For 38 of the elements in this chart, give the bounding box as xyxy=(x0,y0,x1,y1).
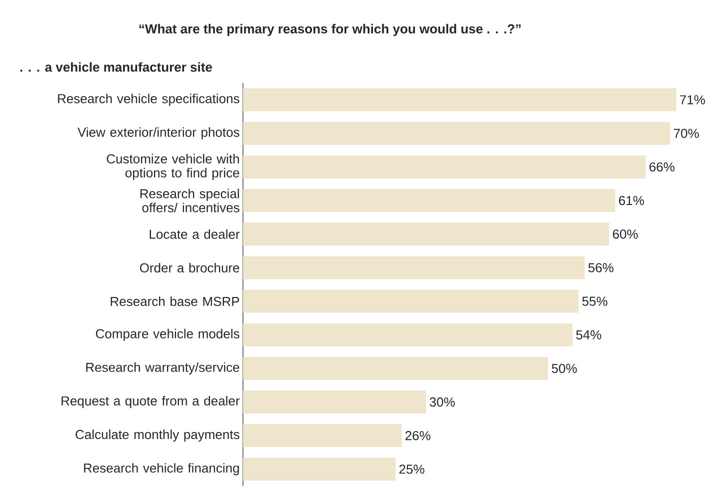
data-label: 71% xyxy=(680,95,705,104)
y-tick-label: Research vehicle specifications xyxy=(58,94,240,106)
data-label: 61% xyxy=(619,196,644,206)
bar xyxy=(243,458,396,481)
data-label: 25% xyxy=(399,464,424,474)
y-tick-label: Research warranty/service xyxy=(86,362,240,375)
bar xyxy=(243,189,616,212)
bar xyxy=(243,155,646,178)
y-tick-label: Research base MSRP xyxy=(110,296,240,306)
data-label: 70% xyxy=(674,128,699,138)
chart-title: “What are the primary reasons for which you would use . . .?” xyxy=(139,24,521,36)
bar xyxy=(243,256,585,280)
data-label: 50% xyxy=(552,364,577,374)
y-tick-label: Request a quote from a dealer xyxy=(62,396,240,408)
bar xyxy=(243,290,579,313)
data-label: 66% xyxy=(650,162,674,172)
y-tick-label: Research special offers/ incentives xyxy=(140,188,240,212)
data-label: 56% xyxy=(588,263,614,272)
data-label: 55% xyxy=(582,296,608,306)
y-tick-label: Locate a dealer xyxy=(150,229,240,239)
y-tick-label: Calculate monthly payments xyxy=(76,430,240,442)
data-label: 26% xyxy=(405,431,430,440)
data-label: 30% xyxy=(430,397,455,407)
bar xyxy=(243,122,670,145)
bar xyxy=(243,424,402,448)
y-tick-label: Order a brochure xyxy=(140,262,240,272)
data-label: 60% xyxy=(612,230,638,239)
y-tick-label: Compare vehicle models xyxy=(96,328,240,341)
y-tick-label: Research vehicle financing xyxy=(84,463,239,476)
bar xyxy=(243,88,676,112)
bar xyxy=(243,323,572,346)
y-tick-label: Customize vehicle with options to find price xyxy=(106,154,240,180)
y-tick-label: View exterior/interior photos xyxy=(78,127,240,140)
bar xyxy=(243,222,610,246)
data-label: 54% xyxy=(576,330,602,340)
bar xyxy=(243,390,426,414)
text: . . . a vehicle manufacturer site xyxy=(20,62,212,72)
bar xyxy=(243,356,548,380)
